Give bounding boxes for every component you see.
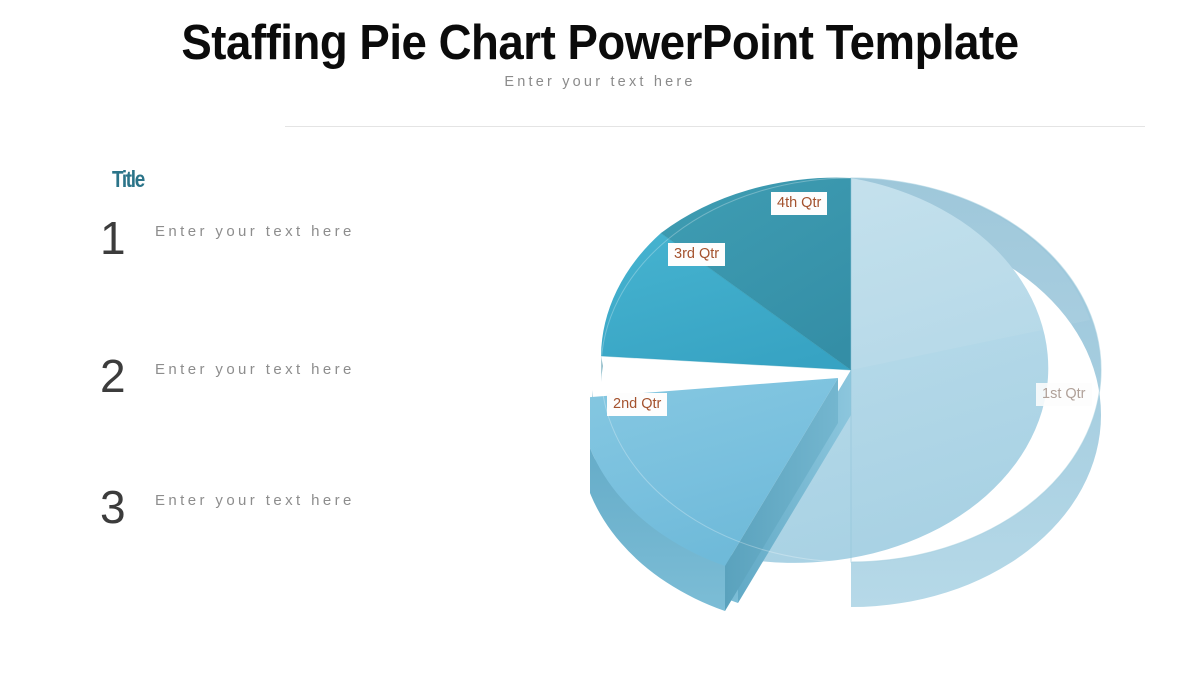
section-title[interactable]: Title bbox=[112, 166, 145, 192]
list-item-text[interactable]: Enter your text here bbox=[155, 223, 355, 240]
list-item-text[interactable]: Enter your text here bbox=[155, 492, 355, 509]
pie-3d-rim-1st bbox=[851, 178, 1101, 607]
pie-wall-2nd-right bbox=[725, 378, 838, 611]
list-item-number: 3 bbox=[100, 481, 126, 533]
pie-label-3rd[interactable]: 3rd Qtr bbox=[668, 243, 726, 266]
pie-label-1st[interactable]: 1st Qtr bbox=[1036, 383, 1092, 406]
list-item-number: 2 bbox=[100, 350, 126, 402]
page-title: Staffing Pie Chart PowerPoint Template bbox=[181, 16, 1019, 70]
list-item-text[interactable]: Enter your text here bbox=[155, 361, 355, 378]
pie-label-4th[interactable]: 4th Qtr bbox=[771, 192, 828, 215]
pie-top-outline bbox=[600, 177, 1102, 563]
page-subtitle: Enter your text here bbox=[504, 74, 696, 90]
header-divider bbox=[285, 126, 1145, 127]
list-item[interactable]: 3 Enter your text here bbox=[100, 481, 530, 541]
list-item[interactable]: 1 Enter your text here bbox=[100, 212, 530, 272]
list-item-number: 1 bbox=[100, 212, 126, 264]
pie-label-2nd[interactable]: 2nd Qtr bbox=[607, 393, 668, 416]
pie-wall-2nd-arc bbox=[590, 447, 725, 611]
list-item[interactable]: 2 Enter your text here bbox=[100, 350, 530, 410]
pie-slice-2nd-top[interactable] bbox=[590, 378, 838, 566]
pie-highlight bbox=[851, 178, 1090, 370]
